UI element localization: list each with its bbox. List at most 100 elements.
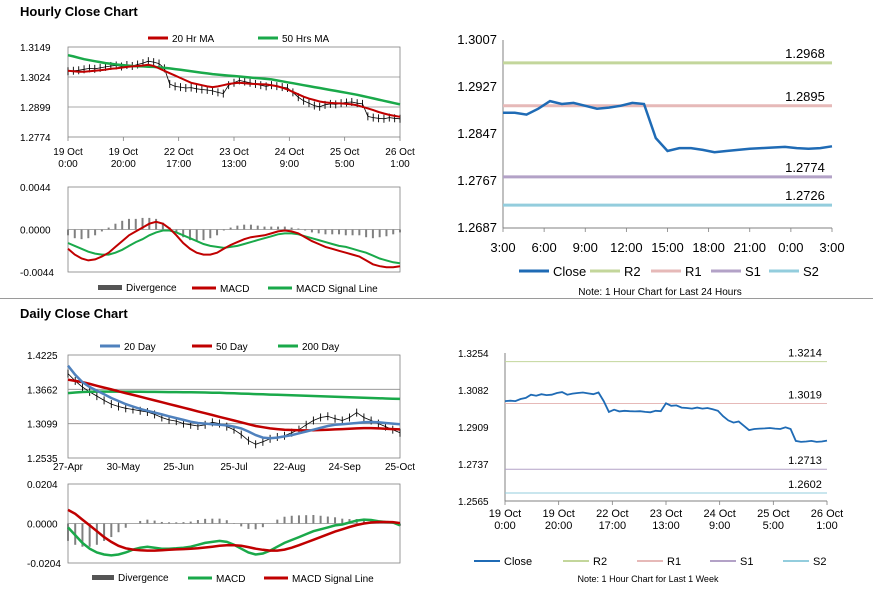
hourly-price-x-tick-time: 0:00 (58, 159, 78, 170)
daily-price-y-tick: 1.4225 (27, 351, 58, 362)
daily-price-ma50-line (67, 378, 401, 432)
weekly-legend-label: R2 (593, 556, 607, 568)
hourly-price-close-line (67, 60, 401, 120)
daily-price-ma50-legend-label: 50 Day (216, 342, 248, 353)
hourly-24h-y-tick: 1.3007 (457, 32, 497, 47)
weekly-note: Note: 1 Hour Chart for Last 1 Week (578, 574, 719, 584)
daily-macd-y-tick: 0.0000 (27, 520, 58, 531)
weekly-y-tick: 1.2909 (458, 423, 489, 434)
hourly-24h-level-label-r1: 1.2895 (785, 89, 825, 104)
daily-macd-divergence-legend-swatch (92, 575, 114, 580)
daily-macd-divergence-legend-label: Divergence (118, 573, 169, 584)
hourly-price-x-tick-time: 1:00 (390, 159, 410, 170)
hourly-24h-y-tick: 1.2767 (457, 173, 497, 188)
hourly-macd-line (67, 220, 401, 269)
hourly-price-y-tick: 1.2899 (20, 103, 51, 114)
daily-price-x-tick: 25-Jun (163, 462, 194, 473)
daily-price-x-tick: 25-Oct (385, 462, 415, 473)
hourly-macd-signal-line (67, 229, 401, 265)
hourly-price-ma20-line (67, 63, 401, 118)
daily-price-ma200-legend-label: 200 Day (302, 342, 339, 353)
hourly-price-x-tick-date: 19 Oct (109, 147, 139, 158)
hourly-macd-macd-legend-label: MACD (220, 284, 249, 295)
weekly-x-tick-date: 23 Oct (650, 508, 682, 520)
hourly-24h-legend-label: S2 (803, 264, 819, 279)
hourly-price-ma50-legend-label: 50 Hrs MA (282, 34, 330, 45)
weekly-x-tick-time: 0:00 (494, 520, 515, 532)
hourly-24h-legend-label: R1 (685, 264, 702, 279)
hourly-24h-y-tick: 1.2927 (457, 79, 497, 94)
weekly-x-tick-date: 19 Oct (542, 508, 574, 520)
hourly-price-ma20-legend-label: 20 Hr MA (172, 34, 215, 45)
daily-macd-macd-legend-label: MACD (216, 574, 245, 585)
weekly-x-tick-date: 19 Oct (489, 508, 521, 520)
weekly-level-label-s2: 1.2602 (788, 479, 822, 491)
hourly-24h-close-line (503, 99, 833, 154)
hourly-24h-level-label-s1: 1.2774 (785, 160, 825, 175)
hourly-24h-x-tick: 15:00 (651, 240, 684, 255)
weekly-legend-label: S2 (813, 556, 826, 568)
hourly-price-y-tick: 1.3149 (20, 43, 51, 54)
daily-price-x-tick: 25-Jul (220, 462, 247, 473)
daily-price-y-tick: 1.2535 (27, 454, 58, 465)
weekly-x-tick-date: 25 Oct (757, 508, 789, 520)
hourly-24h-legend-label: S1 (745, 264, 761, 279)
daily-macd-signal-line (67, 508, 401, 552)
hourly-price-x-tick-time: 9:00 (280, 159, 300, 170)
weekly-x-tick-time: 17:00 (599, 520, 627, 532)
weekly-level-label-r1: 1.3019 (788, 389, 822, 401)
weekly-x-tick-time: 5:00 (763, 520, 784, 532)
daily-price-x-tick: 27-Apr (53, 462, 84, 473)
hourly-price-y-tick: 1.3024 (20, 73, 51, 84)
weekly-x-tick-time: 1:00 (816, 520, 837, 532)
weekly-y-tick: 1.2737 (458, 460, 489, 471)
hourly-macd-y-tick: 0.0044 (20, 183, 51, 194)
hourly-price-ma50-line (67, 53, 401, 106)
daily-price-x-tick: 24-Sep (329, 462, 362, 473)
daily-macd-signal-legend-label: MACD Signal Line (292, 574, 374, 585)
weekly-legend-label: R1 (667, 556, 681, 568)
weekly-x-tick-date: 26 Oct (811, 508, 843, 520)
hourly-24h-legend-label: R2 (624, 264, 641, 279)
daily-macd-y-tick: 0.0204 (27, 480, 58, 491)
hourly-price-x-tick-date: 24 Oct (275, 147, 305, 158)
weekly-x-tick-time: 20:00 (545, 520, 573, 532)
weekly-x-tick-date: 22 Oct (596, 508, 628, 520)
weekly-y-tick: 1.3082 (458, 386, 489, 397)
hourly-24h-legend-label: Close (553, 264, 586, 279)
hourly-price-x-tick-date: 26 Oct (385, 147, 415, 158)
hourly-price-frame (67, 46, 401, 138)
hourly-24h-x-tick: 3:00 (490, 240, 515, 255)
daily-price-ma20-legend-label: 20 Day (124, 342, 156, 353)
hourly-macd-y-tick: -0.0044 (20, 268, 54, 279)
weekly-legend-label: Close (504, 556, 532, 568)
hourly-price-x-tick-time: 13:00 (221, 159, 246, 170)
weekly-close-line (504, 391, 828, 443)
hourly-24h-x-tick: 6:00 (531, 240, 556, 255)
hourly-price-x-tick-date: 23 Oct (219, 147, 249, 158)
hourly-macd-y-tick: 0.0000 (20, 226, 51, 237)
daily-price-close-line (67, 373, 401, 445)
hourly-24h-y-tick: 1.2687 (457, 220, 497, 235)
hourly-price-x-tick-date: 19 Oct (53, 147, 83, 158)
weekly-level-label-r2: 1.3214 (788, 348, 822, 360)
hourly-section-title: Hourly Close Chart (20, 4, 138, 19)
hourly-24h-x-tick: 21:00 (733, 240, 766, 255)
hourly-macd-divergence-legend-label: Divergence (126, 283, 177, 294)
hourly-24h-level-label-s2: 1.2726 (785, 188, 825, 203)
hourly-24h-y-tick: 1.2847 (457, 126, 497, 141)
hourly-24h-x-tick: 0:00 (778, 240, 803, 255)
hourly-macd-divergence-legend-swatch (98, 285, 122, 290)
daily-section-title: Daily Close Chart (20, 306, 128, 321)
weekly-x-tick-time: 9:00 (709, 520, 730, 532)
hourly-24h-x-tick: 3:00 (819, 240, 844, 255)
daily-price-y-tick: 1.3099 (27, 420, 58, 431)
daily-price-x-tick: 22-Aug (273, 462, 305, 473)
weekly-y-tick: 1.2565 (458, 497, 489, 508)
daily-macd-y-tick: -0.0204 (27, 559, 61, 570)
hourly-price-x-tick-date: 25 Oct (330, 147, 360, 158)
hourly-macd-signal-legend-label: MACD Signal Line (296, 284, 378, 295)
weekly-x-tick-date: 24 Oct (703, 508, 735, 520)
daily-price-ma200-line (67, 390, 401, 401)
